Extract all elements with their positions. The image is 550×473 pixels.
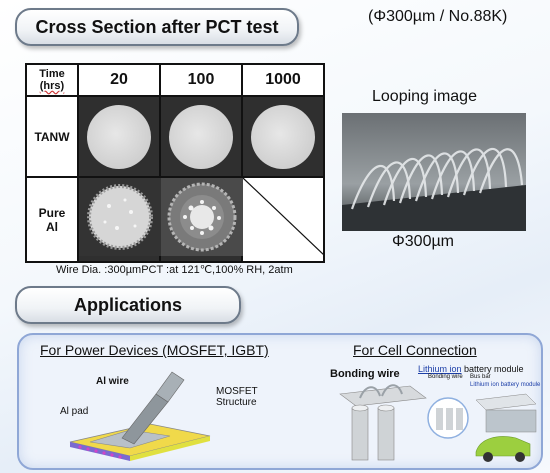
not-applicable-cell [241, 176, 326, 263]
power-devices-heading: For Power Devices (MOSFET, IGBT) [40, 342, 269, 358]
pure-al-20-image [77, 176, 161, 263]
section-title-pill: Cross Section after PCT test [15, 8, 299, 46]
heavily-corroded-disc-icon [161, 178, 243, 256]
col-header-20: 20 [77, 63, 161, 97]
pure-al-100-image [159, 176, 243, 263]
al-wire-label: Al wire [96, 376, 129, 387]
cross-section-table: Time (hrs) 20 100 1000 TANW Pure Al [25, 63, 326, 263]
mosfet-structure-label: MOSFET Structure [216, 386, 258, 408]
time-header: Time (hrs) [25, 63, 79, 97]
diagonal-line-icon [242, 177, 326, 257]
row-label-pure-al: Pure Al [25, 176, 79, 263]
col-header-1000: 1000 [241, 63, 325, 97]
row-label-tanw: TANW [25, 95, 79, 178]
applications-title: Applications [73, 294, 182, 315]
looping-photo [342, 113, 526, 231]
applications-pill: Applications [15, 286, 241, 324]
tanw-100-image [159, 95, 243, 178]
bonding-wire-label: Bonding wire [330, 368, 400, 380]
small-module-label: Lithium ion battery module [470, 382, 541, 388]
wire-loops-icon [342, 113, 526, 231]
section-title: Cross Section after PCT test [35, 16, 279, 37]
power-device-diagram [69, 371, 211, 461]
tanw-20-image [77, 95, 161, 178]
battery-module-label: Lithium ion battery module [418, 364, 524, 374]
tanw-1000-image [241, 95, 325, 178]
loop-diameter-label: Φ300µm [392, 233, 455, 250]
bus-bar-label: Bus bar [470, 374, 491, 380]
cell-connection-heading: For Cell Connection [353, 342, 477, 358]
small-bonding-wire-label: Bonding wire [428, 374, 463, 380]
looping-image-label: Looping image [372, 88, 477, 105]
corroded-disc-icon [79, 178, 161, 256]
al-pad-label: Al pad [60, 406, 89, 417]
wire-spec: (Φ300µm / No.88K) [368, 8, 508, 25]
col-header-100: 100 [159, 63, 243, 97]
cell-connection-diagram [339, 384, 537, 462]
test-conditions-note: Wire Dia. :300µmPCT :at 121℃,100% RH, 2a… [56, 264, 293, 276]
